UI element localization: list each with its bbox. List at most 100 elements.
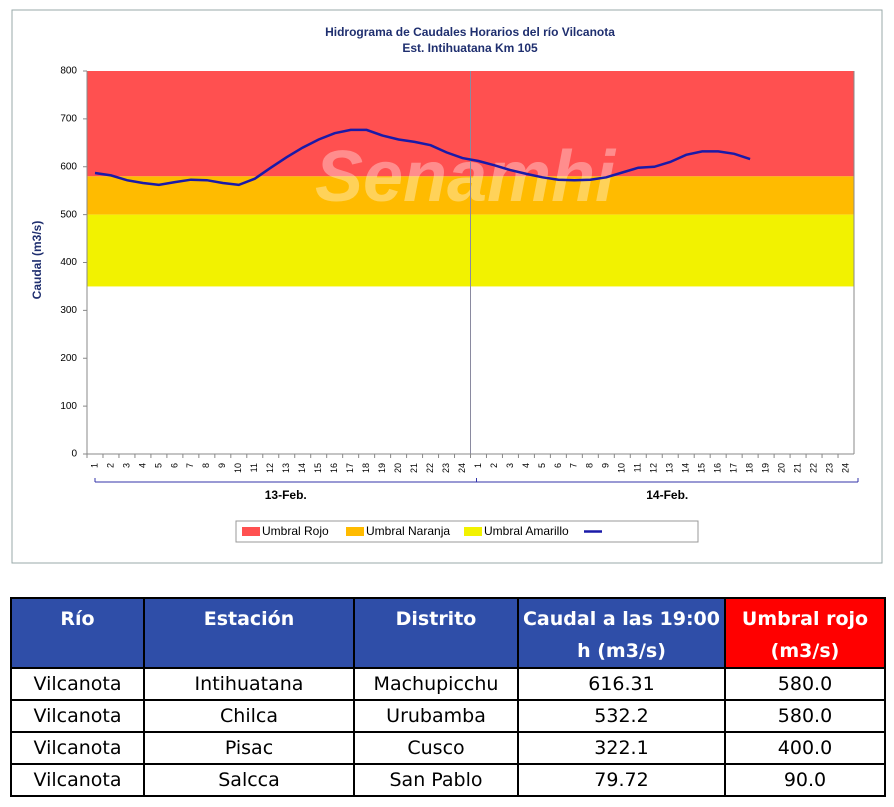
group-label: 14-Feb. <box>646 488 688 502</box>
table-cell: Vilcanota <box>10 763 145 797</box>
x-tick-label: 9 <box>217 463 227 468</box>
x-tick-label: 21 <box>792 463 802 473</box>
x-tick-label: 4 <box>137 463 147 468</box>
x-tick-label: 14 <box>681 463 691 473</box>
x-tick-label: 5 <box>153 463 163 468</box>
header-cell: Estación <box>143 597 355 669</box>
header-cell: Río <box>10 597 145 669</box>
x-tick-label: 21 <box>409 463 419 473</box>
table-cell: Salcca <box>143 763 355 797</box>
x-tick-label: 8 <box>201 463 211 468</box>
chart-subtitle: Est. Intihuatana Km 105 <box>402 41 538 55</box>
x-tick-label: 20 <box>776 463 786 473</box>
table-row: Vilcanota Chilca Urubamba 532.2 580.0 <box>10 699 886 733</box>
x-tick-label: 8 <box>585 463 595 468</box>
x-tick-label: 20 <box>393 463 403 473</box>
group-label: 13-Feb. <box>265 488 307 502</box>
x-tick-label: 15 <box>313 463 323 473</box>
x-tick-label: 16 <box>329 463 339 473</box>
x-tick-label: 11 <box>633 463 643 472</box>
table-cell: Intihuatana <box>143 667 355 701</box>
chart: Hidrograma de Caudales Horarios del río … <box>11 9 883 564</box>
watermark: Senamhi <box>315 137 617 217</box>
table-cell: Vilcanota <box>10 667 145 701</box>
x-tick-label: 13 <box>665 463 675 473</box>
x-tick-label: 1 <box>89 463 99 468</box>
legend-label: Umbral Rojo <box>262 524 329 538</box>
x-tick-label: 10 <box>233 463 243 473</box>
x-tick-label: 24 <box>840 463 850 473</box>
table-cell: 400.0 <box>724 731 886 765</box>
x-tick-label: 14 <box>297 463 307 473</box>
y-tick-label: 0 <box>71 449 77 460</box>
table-cell: Machupicchu <box>353 667 519 701</box>
y-tick-label: 400 <box>60 257 77 268</box>
table-row: Vilcanota Intihuatana Machupicchu 616.31 580… <box>10 667 886 701</box>
x-tick-label: 23 <box>824 463 834 473</box>
header-cell: Distrito <box>353 597 519 669</box>
chart-title: Hidrograma de Caudales Horarios del río … <box>325 25 615 39</box>
y-tick-label: 200 <box>60 353 77 364</box>
x-tick-label: 10 <box>617 463 627 473</box>
x-tick-label: 12 <box>265 463 275 473</box>
y-tick-label: 500 <box>60 209 77 220</box>
y-tick-label: 600 <box>60 161 77 172</box>
x-tick-label: 17 <box>729 463 739 473</box>
header-cell: Umbral rojo (m3/s) <box>724 597 886 669</box>
table-cell: 580.0 <box>724 667 886 701</box>
x-tick-label: 17 <box>345 463 355 473</box>
x-tick-label: 15 <box>697 463 707 473</box>
x-tick-label: 7 <box>569 463 579 468</box>
x-tick-label: 12 <box>649 463 659 473</box>
table-cell: San Pablo <box>353 763 519 797</box>
x-tick-label: 11 <box>249 463 259 472</box>
table-cell: Cusco <box>353 731 519 765</box>
legend-swatch <box>242 527 260 536</box>
table-cell: 532.2 <box>517 699 726 733</box>
table-cell: 580.0 <box>724 699 886 733</box>
x-tick-label: 16 <box>713 463 723 473</box>
data-table: Río Estación Distrito Caudal a las 19:00… <box>10 597 886 797</box>
table-cell: Pisac <box>143 731 355 765</box>
table-cell: Chilca <box>143 699 355 733</box>
x-tick-label: 23 <box>441 463 451 473</box>
table-cell: Vilcanota <box>10 699 145 733</box>
x-tick-label: 2 <box>489 463 499 468</box>
table-cell: 79.72 <box>517 763 726 797</box>
y-tick-label: 100 <box>60 401 77 412</box>
x-tick-label: 18 <box>745 463 755 473</box>
x-tick-label: 18 <box>361 463 371 473</box>
x-tick-label: 22 <box>808 463 818 473</box>
x-tick-label: 6 <box>169 463 179 468</box>
legend-swatch <box>464 527 482 536</box>
x-tick-label: 2 <box>105 463 115 468</box>
y-axis-label: Caudal (m3/s) <box>30 221 44 300</box>
x-tick-label: 19 <box>377 463 387 473</box>
x-tick-label: 3 <box>121 463 131 468</box>
x-tick-label: 5 <box>537 463 547 468</box>
table-row: Vilcanota Salcca San Pablo 79.72 90.0 <box>10 763 886 797</box>
line-series <box>94 128 751 187</box>
x-tick-label: 19 <box>760 463 770 473</box>
y-tick-label: 800 <box>60 66 77 77</box>
x-tick-label: 1 <box>473 463 483 468</box>
legend-label: Umbral Amarillo <box>484 524 569 538</box>
header-cell: Caudal a las 19:00 h (m3/s) <box>517 597 726 669</box>
x-tick-label: 13 <box>281 463 291 473</box>
legend-label: Umbral Naranja <box>366 524 450 538</box>
table-cell: 90.0 <box>724 763 886 797</box>
x-tick-label: 4 <box>521 463 531 468</box>
legend-swatch <box>346 527 364 536</box>
table-cell: 322.1 <box>517 731 726 765</box>
header-row: Río Estación Distrito Caudal a las 19:00… <box>10 597 886 669</box>
x-tick-label: 3 <box>505 463 515 468</box>
x-tick-label: 24 <box>457 463 467 473</box>
y-tick-label: 700 <box>60 114 77 125</box>
x-tick-label: 7 <box>185 463 195 468</box>
y-tick-label: 300 <box>60 305 77 316</box>
table-cell: Urubamba <box>353 699 519 733</box>
x-tick-label: 22 <box>425 463 435 473</box>
table-cell: Vilcanota <box>10 731 145 765</box>
table-row: Vilcanota Pisac Cusco 322.1 400.0 <box>10 731 886 765</box>
